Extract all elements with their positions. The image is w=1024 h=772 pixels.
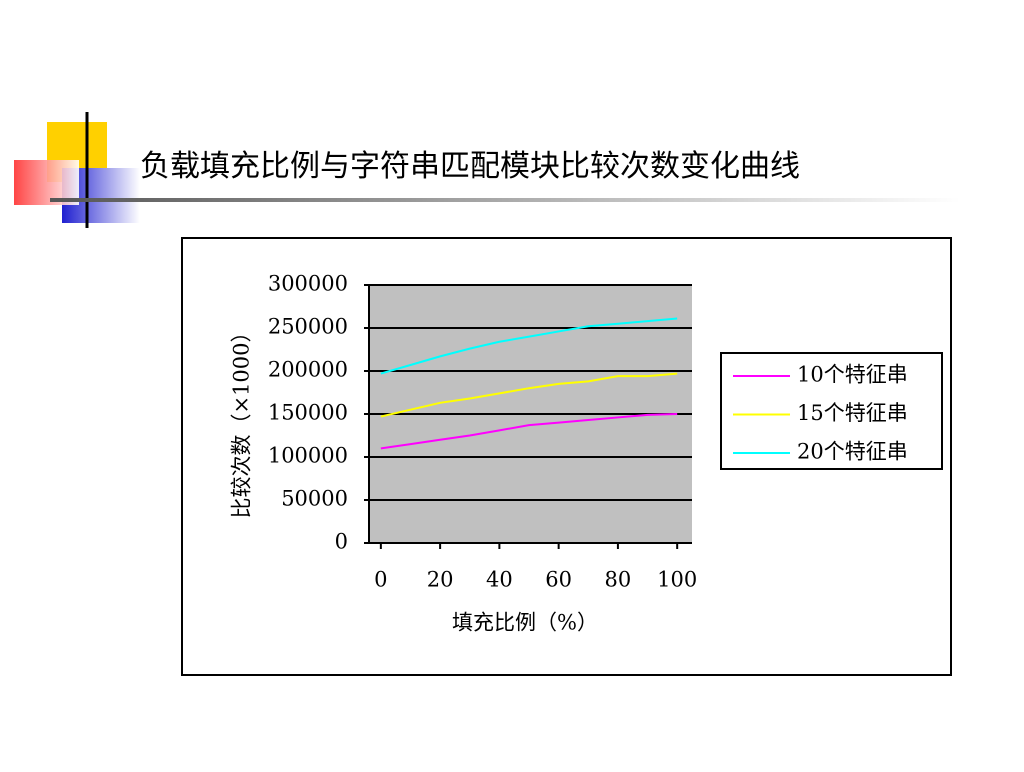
series-line [380, 317, 678, 375]
legend-label: 10个特征串 [797, 363, 908, 387]
series-line [380, 413, 678, 450]
title-rule [50, 198, 960, 202]
x-tick-label: 40 [486, 568, 513, 592]
y-tick-label: 200000 [268, 358, 348, 382]
series-line [380, 372, 678, 418]
y-tick-label: 50000 [281, 487, 348, 511]
y-tick-label: 300000 [268, 272, 348, 296]
y-tick-label: 100000 [268, 444, 348, 468]
y-tick-label: 150000 [268, 401, 348, 425]
slide-title: 负载填充比例与字符串匹配模块比较次数变化曲线 [140, 149, 800, 184]
y-axis-label: 比较次数（×1000） [230, 321, 254, 518]
x-tick-label: 80 [605, 568, 632, 592]
deco-red [14, 160, 79, 205]
x-tick-label: 20 [427, 568, 454, 592]
legend-label: 20个特征串 [797, 440, 908, 464]
legend-label: 15个特征串 [797, 401, 908, 425]
legend [720, 352, 943, 470]
y-tick-label: 0 [335, 530, 348, 554]
x-tick-label: 60 [545, 568, 572, 592]
x-tick-label: 100 [657, 568, 697, 592]
x-axis-label: 填充比例（%） [452, 611, 598, 635]
x-tick-label: 0 [374, 568, 387, 592]
y-tick-label: 250000 [268, 315, 348, 339]
